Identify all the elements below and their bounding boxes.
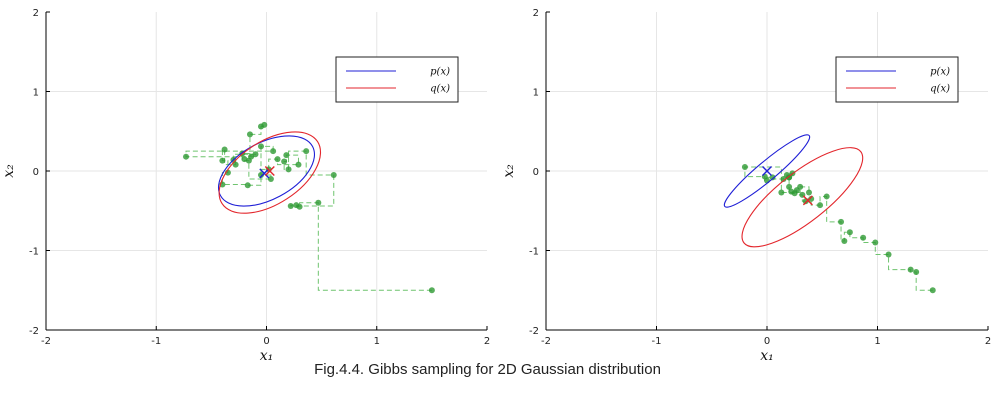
sample-point bbox=[805, 189, 812, 196]
y-tick-label: 0 bbox=[33, 167, 39, 178]
legend-label-q: q(x) bbox=[930, 84, 950, 95]
y-tick-label: -2 bbox=[529, 326, 539, 337]
sample-point bbox=[315, 199, 322, 206]
sample-point bbox=[274, 156, 281, 163]
sample-point bbox=[780, 175, 787, 182]
y-tick-label: 1 bbox=[533, 88, 539, 99]
q-mean-marker bbox=[802, 195, 813, 206]
sample-point bbox=[846, 229, 853, 236]
sample-point bbox=[267, 175, 274, 182]
right-panel: -2 -1 0 1 2 -2 -1 0 1 2 x₁ x₂ p(x) q(x) bbox=[501, 8, 991, 360]
legend-label-p: p(x) bbox=[930, 67, 950, 78]
sample-point bbox=[270, 148, 277, 155]
p-mean-marker bbox=[259, 168, 270, 179]
x-tick-label: 2 bbox=[484, 336, 490, 347]
x-axis-label: x₁ bbox=[260, 348, 274, 360]
sample-point bbox=[808, 195, 815, 202]
sample-point bbox=[287, 202, 294, 209]
sample-point bbox=[241, 156, 248, 163]
sample-point bbox=[244, 182, 251, 189]
q-ellipse bbox=[218, 131, 322, 214]
sample-point bbox=[913, 268, 920, 275]
sample-point bbox=[219, 157, 226, 164]
sample-point bbox=[183, 153, 190, 160]
x-tick-label: 1 bbox=[374, 336, 380, 347]
sample-point bbox=[872, 239, 879, 246]
p-mean-marker bbox=[762, 166, 772, 176]
left-panel: -2 -1 0 1 2 -2 -1 0 1 2 x₁ x₂ p(x) q(x) bbox=[1, 8, 490, 360]
legend-label-p: p(x) bbox=[430, 67, 450, 78]
p-ellipse bbox=[723, 134, 811, 208]
sample-point bbox=[303, 148, 310, 155]
sample-point bbox=[786, 174, 793, 181]
gibbs-path bbox=[744, 166, 933, 291]
sample-point bbox=[293, 202, 300, 209]
sample-point bbox=[860, 234, 867, 241]
y-tick-label: 2 bbox=[533, 8, 539, 19]
x-tick-label: -2 bbox=[41, 336, 51, 347]
x-tick-label: 2 bbox=[985, 336, 991, 347]
sample-point bbox=[907, 266, 914, 273]
sample-point bbox=[838, 218, 845, 225]
x-tick-label: -1 bbox=[652, 336, 662, 347]
y-tick-label: 2 bbox=[33, 8, 39, 19]
legend-box bbox=[835, 56, 959, 103]
legend-label-q: q(x) bbox=[430, 84, 450, 95]
sample-point bbox=[261, 121, 268, 128]
x-tick-label: -2 bbox=[541, 336, 551, 347]
sample-point bbox=[295, 161, 302, 168]
q-mean-marker bbox=[264, 166, 275, 176]
y-tick-label: -2 bbox=[29, 326, 39, 337]
sample-point bbox=[221, 146, 228, 153]
sample-point bbox=[252, 151, 259, 158]
sample-point bbox=[817, 202, 824, 209]
sample-point bbox=[786, 183, 793, 190]
sample-point bbox=[232, 161, 239, 168]
sample-point bbox=[929, 287, 936, 294]
y-tick-label: -1 bbox=[529, 247, 539, 258]
y-axis-label: x₂ bbox=[1, 164, 17, 178]
sample-point bbox=[778, 189, 785, 196]
q-ellipse bbox=[741, 147, 864, 248]
x-tick-label: 0 bbox=[764, 336, 770, 347]
y-axis-label: x₂ bbox=[501, 164, 517, 178]
legend-box bbox=[335, 56, 459, 103]
sample-point bbox=[885, 251, 892, 258]
sample-point bbox=[285, 166, 292, 173]
sample-point bbox=[797, 183, 804, 190]
sample-point bbox=[841, 237, 848, 244]
sample-point bbox=[281, 158, 288, 165]
figure-caption: Fig.4.4. Gibbs sampling for 2D Gaussian … bbox=[314, 361, 661, 378]
sample-point bbox=[246, 131, 253, 138]
figure-canvas: -2 -1 0 1 2 -2 -1 0 1 2 x₁ x₂ p(x) q(x) -2 -1 0 1 2 -2 -1 0 1… bbox=[1, 8, 991, 360]
sample-point bbox=[283, 152, 290, 159]
sample-point bbox=[788, 188, 795, 195]
x-tick-label: 1 bbox=[874, 336, 880, 347]
y-tick-label: 1 bbox=[33, 88, 39, 99]
sample-point bbox=[257, 143, 264, 150]
y-tick-label: -1 bbox=[29, 247, 39, 258]
sample-point bbox=[428, 287, 435, 294]
x-axis-label: x₁ bbox=[760, 348, 774, 360]
y-tick-label: 0 bbox=[533, 167, 539, 178]
sample-point bbox=[248, 153, 255, 160]
sample-point bbox=[823, 193, 830, 200]
sample-point bbox=[257, 171, 264, 178]
x-tick-label: 0 bbox=[263, 336, 269, 347]
sample-point bbox=[741, 164, 748, 171]
sample-point bbox=[330, 171, 337, 178]
x-tick-label: -1 bbox=[151, 336, 161, 347]
